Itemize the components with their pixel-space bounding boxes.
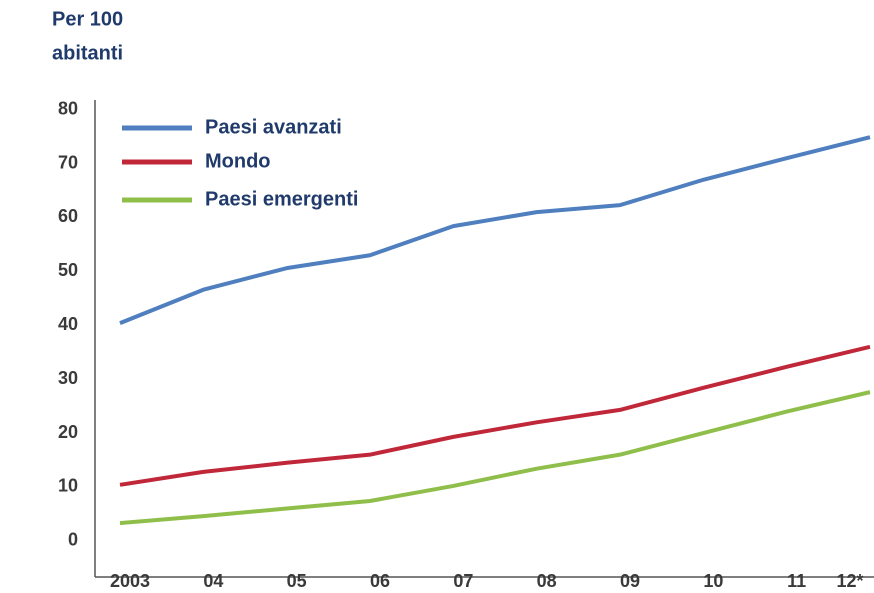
y-tick-label: 20: [58, 422, 78, 442]
y-tick-label: 70: [58, 152, 78, 172]
y-tick-label: 60: [58, 206, 78, 226]
y-tick-label: 30: [58, 368, 78, 388]
chart-title: abitanti: [52, 42, 123, 64]
x-tick-label: 07: [453, 571, 473, 591]
x-tick-label: 09: [620, 571, 640, 591]
y-tick-label: 40: [58, 314, 78, 334]
legend-label: Mondo: [205, 150, 271, 172]
y-tick-label: 10: [58, 476, 78, 496]
x-tick-label: 04: [203, 571, 223, 591]
legend-label: Paesi emergenti: [205, 188, 358, 210]
y-tick-label: 80: [58, 98, 78, 118]
x-tick-label: 05: [287, 571, 307, 591]
chart-title: Per 100: [52, 8, 123, 30]
x-tick-label: 06: [370, 571, 390, 591]
line-series: [119, 344, 871, 487]
x-tick-label: 11: [787, 571, 806, 591]
line-series: [119, 135, 871, 325]
x-tick-label: 12*: [836, 571, 863, 591]
x-tick-label: 10: [703, 571, 723, 591]
y-tick-label: 50: [58, 260, 78, 280]
line-series: [119, 390, 871, 526]
legend-label: Paesi avanzati: [205, 116, 342, 138]
x-tick-label: 2003: [110, 571, 150, 591]
y-tick-label: 0: [68, 530, 78, 550]
x-tick-label: 08: [537, 571, 557, 591]
